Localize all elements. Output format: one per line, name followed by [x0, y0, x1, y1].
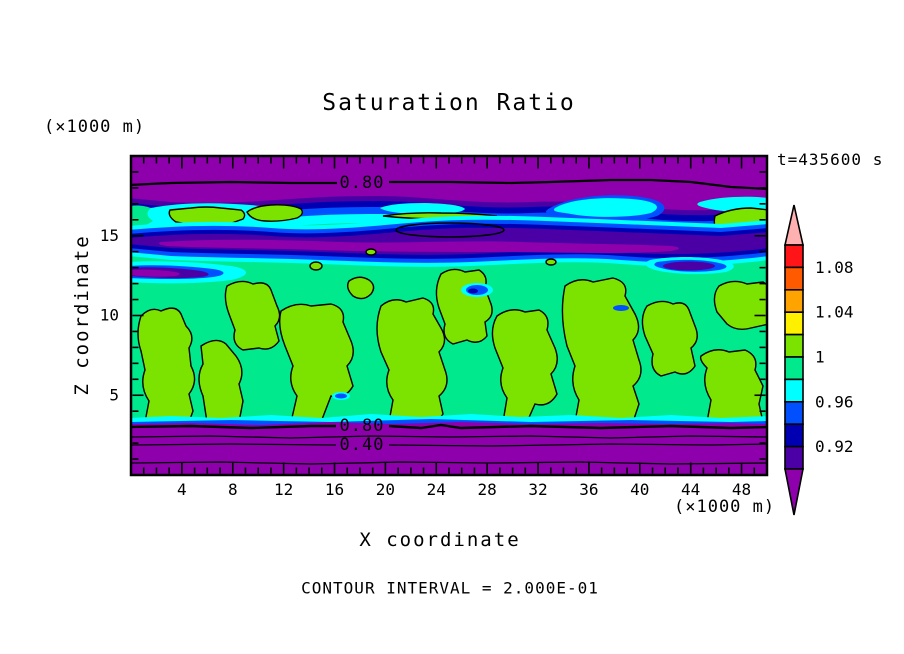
- field-bottom-band-purple: [131, 422, 767, 475]
- colorbar-tick-label: 1.08: [815, 258, 854, 277]
- colorbar-under-arrow: [784, 468, 804, 516]
- cloud-blob: [491, 309, 558, 423]
- field-cyan-pocket-right-mid: [553, 198, 657, 217]
- cloud-blob-upper-mid: [246, 204, 304, 222]
- field-mid-band-purple: [159, 239, 679, 254]
- colorbar-cell: [784, 401, 804, 426]
- contour-line-bottom-b: [131, 461, 767, 465]
- y-axis-units-label: (×1000 m): [44, 117, 146, 137]
- cloud-speck: [545, 258, 557, 266]
- colorbar-over-arrow: [784, 204, 804, 246]
- contour-line-bottom-a: [131, 435, 767, 439]
- contour-interval-note: CONTOUR INTERVAL = 2.000E-01: [301, 578, 599, 598]
- field-cyan-pocket-mid: [380, 203, 465, 214]
- colorbar-cell: [784, 445, 804, 470]
- contour-label-bottom-lower: 0.40: [340, 435, 385, 455]
- field-left-streak-purple: [131, 269, 180, 277]
- x-axis-title: X coordinate: [359, 529, 521, 551]
- cloud-blob: [278, 303, 354, 423]
- cloud-blob: [224, 280, 281, 351]
- contour-label-top: 0.80: [340, 173, 385, 193]
- contour-line-bottom-080: [131, 423, 767, 430]
- colorbar-tick-label: 0.96: [815, 392, 854, 411]
- x-tick-label: 44: [681, 480, 700, 499]
- x-axis-units-label: (×1000 m): [674, 497, 776, 517]
- x-tick-label: 36: [579, 480, 598, 499]
- colorbar-tick-label: 1: [815, 348, 825, 367]
- cloud-blob: [137, 307, 196, 423]
- cloud-blob: [641, 300, 698, 377]
- field-right-streak-violet: [663, 261, 715, 271]
- cloud-blob: [699, 349, 764, 423]
- cloud-blob: [376, 297, 448, 423]
- colorbar-cell: [784, 378, 804, 403]
- contour-ellipse-mid: [395, 222, 505, 238]
- colorbar: 1.08 1.04 1 0.96 0.92: [784, 204, 854, 516]
- cloud-blob: [713, 280, 767, 331]
- y-tick-label: 15: [100, 226, 119, 245]
- colorbar-cell: [784, 266, 804, 291]
- x-tick-label: 8: [228, 480, 238, 499]
- speck-blue: [335, 393, 347, 399]
- contour-field: 0.80 0.80 0.40: [131, 156, 767, 475]
- x-tick-label: 40: [630, 480, 649, 499]
- colorbar-tick-label: 0.92: [815, 437, 854, 456]
- cloud-blob: [435, 268, 493, 345]
- contour-line-bottom-040: [131, 443, 767, 447]
- colorbar-tick-label: 1.04: [815, 303, 854, 322]
- speck-navy: [468, 288, 478, 294]
- colorbar-cell: [784, 244, 804, 269]
- colorbar-cell: [784, 311, 804, 336]
- x-tick-label: 28: [478, 480, 497, 499]
- x-tick-label: 12: [274, 480, 293, 499]
- axis-ticks: [132, 157, 766, 474]
- contour-plot: 0.80 0.80 0.40 4 8 12 16 20 24 28 32 36 40 44 48510…: [100, 154, 769, 499]
- cloud-speck: [365, 248, 377, 256]
- colorbar-cell: [784, 356, 804, 381]
- x-tick-label: 48: [732, 480, 751, 499]
- x-tick-label: 24: [427, 480, 446, 499]
- colorbar-cell: [784, 333, 804, 358]
- contour-line-top-080: [131, 178, 767, 190]
- x-tick-label: 16: [325, 480, 344, 499]
- chart-title: Saturation Ratio: [322, 90, 576, 116]
- contour-label-bottom-upper: 0.80: [340, 416, 385, 436]
- x-tick-label: 4: [177, 480, 187, 499]
- cloud-speck: [309, 261, 323, 271]
- cloud-blob-upper-left: [168, 206, 246, 227]
- cloud-blob: [346, 276, 375, 300]
- colorbar-cell: [784, 289, 804, 314]
- time-label: t=435600 s: [777, 150, 884, 169]
- x-tick-label: 20: [376, 480, 395, 499]
- x-tick-label: 32: [528, 480, 547, 499]
- speck-blue: [613, 305, 629, 311]
- colorbar-cell: [784, 423, 804, 448]
- y-tick-label: 5: [109, 385, 119, 404]
- cloud-blob: [198, 339, 244, 423]
- y-tick-label: 10: [100, 306, 119, 325]
- cloud-blob: [561, 277, 642, 423]
- plot-frame: [129, 154, 769, 477]
